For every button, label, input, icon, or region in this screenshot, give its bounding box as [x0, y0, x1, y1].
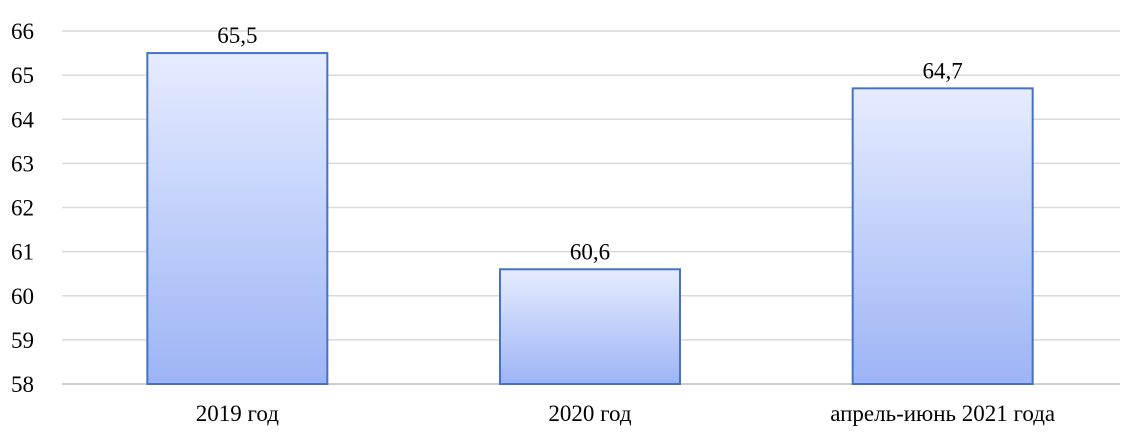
y-axis-ticks: 58 59 60 61 62 63 64 65 66 — [11, 19, 35, 397]
y-tick-label: 66 — [11, 19, 34, 44]
y-tick-label: 64 — [11, 107, 35, 132]
y-tick-label: 59 — [11, 328, 34, 353]
y-tick-label: 61 — [11, 240, 34, 265]
y-tick-label: 63 — [11, 151, 34, 176]
data-label: 64,7 — [923, 58, 963, 83]
x-category-label: 2019 год — [196, 401, 279, 426]
x-category-label: апрель-июнь 2021 года — [830, 401, 1055, 426]
bars — [146, 52, 1034, 386]
y-tick-label: 58 — [11, 372, 34, 397]
x-axis-labels: 2019 год 2020 год апрель-июнь 2021 года — [196, 401, 1055, 426]
data-labels: 65,5 60,6 64,7 — [217, 23, 963, 264]
x-category-label: 2020 год — [548, 401, 631, 426]
y-tick-label: 65 — [11, 63, 34, 88]
bar — [499, 268, 681, 385]
bar — [146, 52, 329, 385]
data-label: 65,5 — [217, 23, 257, 48]
bar — [851, 87, 1034, 386]
y-tick-label: 60 — [11, 284, 34, 309]
data-label: 60,6 — [570, 239, 610, 264]
y-tick-label: 62 — [11, 196, 34, 221]
